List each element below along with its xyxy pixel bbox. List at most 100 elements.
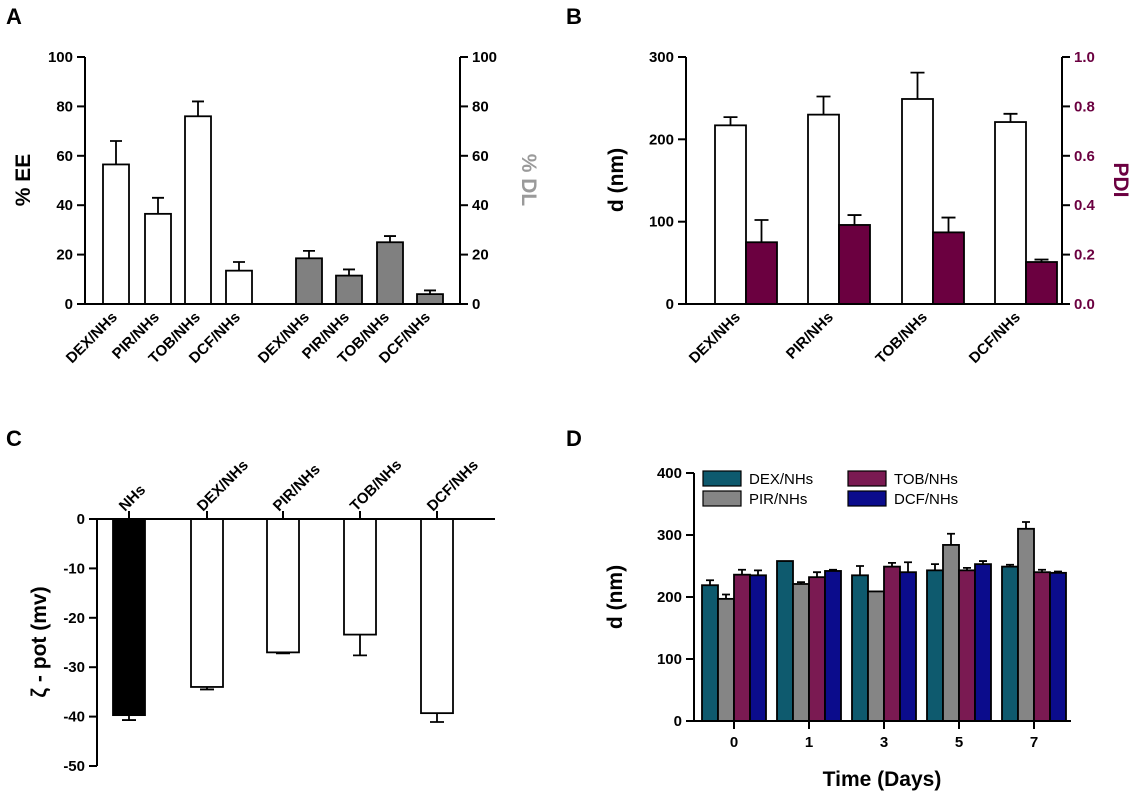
panel-a-bar <box>335 274 363 305</box>
panel-d-error-bar <box>904 561 912 573</box>
panel-c-error-bar <box>122 715 136 721</box>
panel-a-bar <box>376 241 404 305</box>
panel-d-bar <box>717 597 735 722</box>
panel-d-bar <box>974 563 992 722</box>
panel-d-error-bar <box>797 581 805 584</box>
panel-a-bar <box>102 163 130 305</box>
panel-d-error-bar <box>813 571 821 578</box>
panel-b-y2tick: 0.2 <box>1074 247 1095 264</box>
panel-a-xtick: DEX/NHs <box>255 309 313 367</box>
panel-a-axes <box>84 57 461 305</box>
panel-d-error-bar <box>856 565 864 576</box>
panel-a-y2tick: 100 <box>472 49 497 66</box>
legend-swatch-pir <box>702 490 742 507</box>
panel-b-ytick: 200 <box>649 131 674 148</box>
panel-d-bar <box>808 576 826 722</box>
panel-a-error-bar <box>303 249 315 259</box>
legend-label-dex: DEX/NHs <box>749 471 813 488</box>
panel-c-letter: C <box>6 426 22 451</box>
panel-d-bar <box>867 590 885 722</box>
panel-d-error-bar <box>722 593 730 599</box>
panel-d-bar <box>749 574 767 722</box>
panel-b-bar <box>901 98 934 305</box>
panel-d-bar <box>776 560 794 722</box>
panel-d-error-bar <box>888 562 896 567</box>
panel-a-ytick: 20 <box>56 247 73 264</box>
panel-d-ytick: 400 <box>657 465 682 482</box>
panel-d-bar <box>942 544 960 722</box>
panel-b-ytick: 0 <box>666 296 674 313</box>
panel-c-ytick: -30 <box>63 659 85 676</box>
panel-d-ytick: 200 <box>657 589 682 606</box>
panel-c-xtick: TOB/NHs <box>347 456 405 514</box>
panel-d-error-bar <box>931 563 939 571</box>
panel-c-bar <box>190 518 224 688</box>
panel-d-error-bar <box>1038 568 1046 573</box>
legend-label-pir: PIR/NHs <box>749 491 807 508</box>
panel-d: D 0 100 200 300 400 0 1 3 5 7 Time (Days… <box>566 426 1071 791</box>
panel-a-ytick: 100 <box>48 49 73 66</box>
panel-d-bar <box>926 569 944 722</box>
panel-a-bar <box>144 212 172 305</box>
panel-b-y2label: PDI <box>1109 162 1132 197</box>
panel-b-y2tick: 0.4 <box>1074 197 1096 214</box>
panel-b-y2tick: 0.8 <box>1074 98 1095 115</box>
panel-b-xtick: PIR/NHs <box>783 309 837 363</box>
panel-b-error-bar <box>910 71 925 99</box>
panel-b-letter: B <box>566 4 582 29</box>
panel-c-error-bar <box>430 713 444 723</box>
panel-c: C 0 -10 -20 -30 -40 -50 ζ - pot (mv) NHs… <box>6 426 495 775</box>
panel-d-bar <box>958 569 976 722</box>
panel-b-error-bar <box>1034 258 1049 263</box>
panel-b-bar <box>994 121 1027 305</box>
panel-c-xtick: PIR/NHs <box>270 461 324 515</box>
panel-b-error-bar <box>723 116 738 126</box>
panel-b-ylabel: d (nm) <box>605 148 628 212</box>
panel-d-bar <box>1033 571 1051 722</box>
panel-d-bar <box>1017 527 1035 722</box>
panel-a-bar <box>295 257 323 305</box>
panel-b-error-bar <box>941 216 956 233</box>
panel-a-ytick: 40 <box>56 197 73 214</box>
panel-d-xtick: 3 <box>880 734 888 751</box>
panel-b-bar <box>745 241 778 305</box>
panel-d-bar <box>824 570 842 722</box>
legend-swatch-tob <box>847 470 887 487</box>
panel-d-ytick: 0 <box>674 713 682 730</box>
panel-b-bar <box>714 124 747 305</box>
panel-d-ytick: 300 <box>657 527 682 544</box>
panel-c-bar <box>420 518 454 715</box>
panel-d-letter: D <box>566 426 582 451</box>
panel-a-bar <box>225 269 253 305</box>
panel-a-error-bar <box>152 196 164 214</box>
panel-a-error-bar <box>384 235 396 243</box>
panel-d-error-bar <box>979 560 987 565</box>
panel-a-ytick: 80 <box>56 98 73 115</box>
panel-d-error-bar <box>829 568 837 571</box>
panel-c-bar <box>112 518 146 717</box>
panel-b-error-bar <box>754 219 769 243</box>
panel-b-bar <box>838 224 871 305</box>
panel-d-error-bar <box>1022 521 1030 529</box>
panel-a-xtick: DEX/NHs <box>63 309 121 367</box>
panel-a-y2tick: 80 <box>472 98 489 115</box>
panel-b-axes <box>685 57 1063 305</box>
panel-b-ytick: 300 <box>649 49 674 66</box>
panel-b-xtick: DCF/NHs <box>966 309 1024 367</box>
panel-b-xtick: DEX/NHs <box>686 309 744 367</box>
panel-d-bar <box>851 574 869 722</box>
panel-c-error-bar <box>276 652 290 655</box>
panel-c-ytick: -40 <box>63 709 85 726</box>
panel-c-ytick: -20 <box>63 610 85 627</box>
panel-b-bar <box>1025 261 1058 305</box>
panel-c-error-bar <box>200 686 214 691</box>
panel-c-error-bar <box>353 634 367 657</box>
panel-a-error-bar <box>424 289 436 295</box>
panel-c-ylabel: ζ - pot (mv) <box>28 586 51 697</box>
panel-c-ytick: -50 <box>63 758 85 775</box>
panel-d-bar <box>792 583 810 722</box>
panel-a-ytick: 60 <box>56 148 73 165</box>
panel-c-bar <box>343 518 377 636</box>
panel-b-y2tick: 0.6 <box>1074 148 1095 165</box>
panel-a-bar <box>416 293 444 305</box>
